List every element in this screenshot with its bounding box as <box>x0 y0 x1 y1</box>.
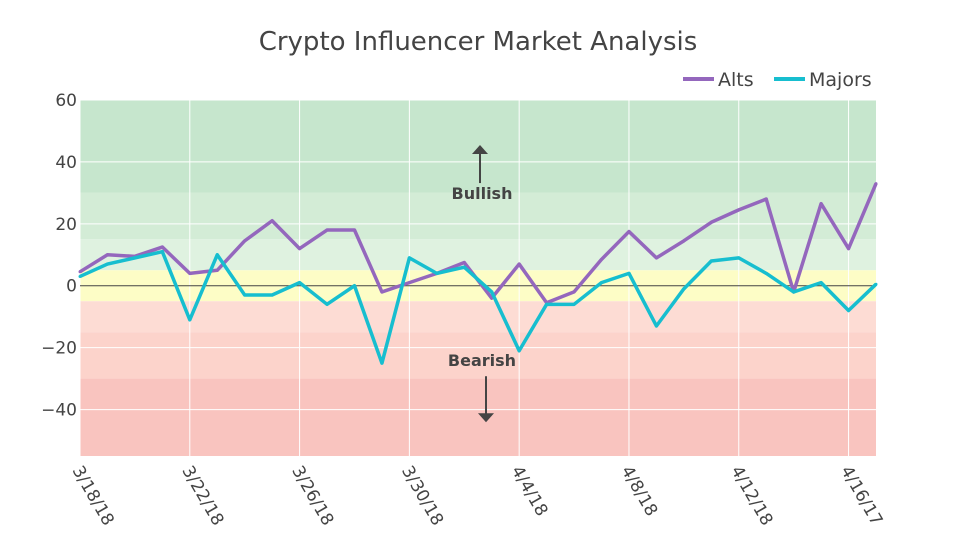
data-point-alts <box>325 228 329 232</box>
data-point-alts <box>874 182 878 186</box>
data-point-alts <box>572 290 576 294</box>
data-point-alts <box>709 220 713 224</box>
data-point-majors <box>243 293 247 297</box>
data-point-majors <box>792 290 796 294</box>
background-bands <box>80 100 876 456</box>
data-point-alts <box>654 256 658 260</box>
data-point-majors <box>215 253 219 257</box>
data-point-majors <box>380 361 384 365</box>
data-point-alts <box>298 247 302 251</box>
data-point-majors <box>764 271 768 275</box>
data-point-majors <box>572 302 576 306</box>
data-point-alts <box>682 239 686 243</box>
x-tick-label: 4/16/17 <box>836 463 886 530</box>
data-point-majors <box>545 302 549 306</box>
legend[interactable]: Alts Majors <box>683 69 872 91</box>
x-tick-label: 3/18/18 <box>68 463 118 530</box>
data-point-alts <box>627 230 631 234</box>
data-point-alts <box>270 219 274 223</box>
data-point-alts <box>215 268 219 272</box>
data-point-alts <box>352 228 356 232</box>
x-tick-label: 4/4/18 <box>507 463 552 520</box>
y-tick-label: 0 <box>66 277 77 297</box>
data-point-alts <box>105 253 109 257</box>
data-point-majors <box>270 293 274 297</box>
data-point-alts <box>847 247 851 251</box>
data-point-majors <box>600 281 604 285</box>
data-point-majors <box>105 262 109 266</box>
y-tick-label: −40 <box>41 401 77 421</box>
data-point-alts <box>462 261 466 265</box>
y-axis: 60 40 20 0 −20 −40 <box>41 91 77 421</box>
legend-label: Alts <box>718 69 754 91</box>
data-point-alts <box>600 257 604 261</box>
x-tick-label: 4/8/18 <box>617 463 662 520</box>
data-point-alts <box>407 281 411 285</box>
band-2 <box>80 239 876 271</box>
annotations: Bullish Bearish <box>448 145 516 423</box>
y-tick-label: 20 <box>55 215 77 235</box>
data-point-majors <box>78 274 82 278</box>
data-point-alts <box>380 290 384 294</box>
data-point-majors <box>133 256 137 260</box>
data-point-majors <box>847 309 851 313</box>
data-point-majors <box>188 318 192 322</box>
data-point-majors <box>737 256 741 260</box>
data-point-alts <box>737 208 741 212</box>
x-tick-label: 3/26/18 <box>287 463 337 530</box>
annotation-bullish: Bullish <box>452 184 513 203</box>
band-0 <box>80 100 876 193</box>
gridlines <box>79 99 876 456</box>
y-tick-label: 60 <box>55 91 77 111</box>
data-point-alts <box>243 239 247 243</box>
data-point-majors <box>298 281 302 285</box>
data-point-alts <box>160 245 164 249</box>
data-point-majors <box>160 250 164 254</box>
data-point-majors <box>709 259 713 263</box>
arrow-down-head-icon <box>478 413 494 423</box>
x-tick-label: 3/30/18 <box>397 463 447 530</box>
data-point-majors <box>517 349 521 353</box>
series-lines <box>78 182 878 365</box>
data-point-alts <box>78 270 82 274</box>
data-point-majors <box>352 284 356 288</box>
band-6 <box>80 378 876 456</box>
legend-label: Majors <box>809 69 872 91</box>
data-point-alts <box>188 271 192 275</box>
data-point-majors <box>435 271 439 275</box>
chart-title: Crypto Influencer Market Analysis <box>259 27 698 57</box>
y-tick-label: −20 <box>41 339 77 359</box>
data-point-majors <box>682 287 686 291</box>
band-4 <box>80 301 876 333</box>
data-point-alts <box>764 197 768 201</box>
data-point-majors <box>490 290 494 294</box>
x-tick-label: 3/22/18 <box>177 463 227 530</box>
data-point-majors <box>462 265 466 269</box>
data-point-alts <box>819 202 823 206</box>
legend-item-majors[interactable]: Majors <box>774 69 872 91</box>
band-1 <box>80 192 876 240</box>
y-tick-label: 40 <box>55 153 77 173</box>
x-axis: 3/18/18 3/22/18 3/26/18 3/30/18 4/4/18 4/8/18… <box>68 463 887 530</box>
data-point-majors <box>819 281 823 285</box>
x-tick-label: 4/12/18 <box>726 463 776 530</box>
series-line-majors <box>79 249 878 365</box>
legend-item-alts[interactable]: Alts <box>683 69 754 91</box>
data-point-majors <box>654 324 658 328</box>
arrow-up-head-icon <box>472 145 488 155</box>
annotation-bearish: Bearish <box>448 351 516 370</box>
data-point-majors <box>407 256 411 260</box>
band-5 <box>80 332 876 379</box>
data-point-majors <box>325 302 329 306</box>
data-point-majors <box>874 282 878 286</box>
data-point-alts <box>517 262 521 266</box>
data-point-majors <box>627 271 631 275</box>
